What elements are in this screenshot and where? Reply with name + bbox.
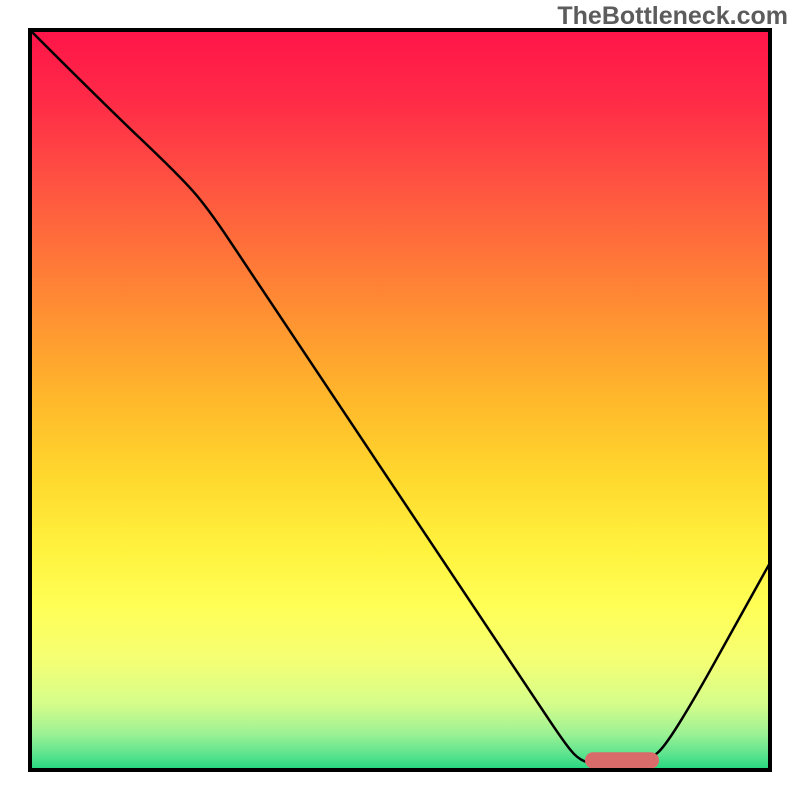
- bottleneck-curve-chart: [0, 0, 800, 800]
- optimal-range-marker: [585, 752, 659, 768]
- watermark-text: TheBottleneck.com: [557, 2, 788, 31]
- chart-container: TheBottleneck.com: [0, 0, 800, 800]
- gradient-background: [30, 30, 770, 770]
